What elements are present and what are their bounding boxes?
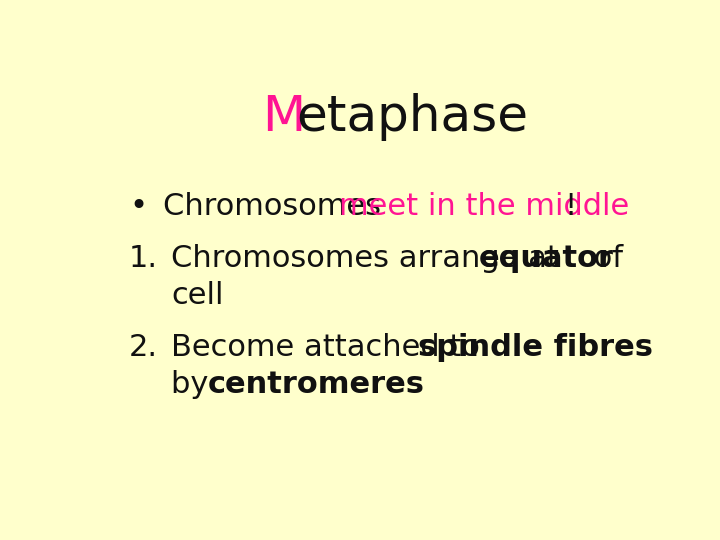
Text: meet in the middle: meet in the middle bbox=[339, 192, 629, 221]
Text: •: • bbox=[129, 192, 147, 221]
Text: equator: equator bbox=[479, 244, 614, 273]
Text: of: of bbox=[584, 244, 623, 273]
Text: M: M bbox=[262, 93, 305, 141]
Text: 2.: 2. bbox=[129, 333, 158, 362]
Text: Chromosomes arrange at: Chromosomes arrange at bbox=[171, 244, 569, 273]
Text: spindle fibres: spindle fibres bbox=[418, 333, 653, 362]
Text: Chromosomes: Chromosomes bbox=[163, 192, 390, 221]
Text: Become attached to: Become attached to bbox=[171, 333, 490, 362]
Text: etaphase: etaphase bbox=[296, 93, 528, 141]
Text: 1.: 1. bbox=[129, 244, 158, 273]
Text: cell: cell bbox=[171, 281, 223, 310]
Text: by: by bbox=[171, 370, 218, 400]
Text: centromeres: centromeres bbox=[207, 370, 424, 400]
Text: !: ! bbox=[564, 192, 576, 221]
